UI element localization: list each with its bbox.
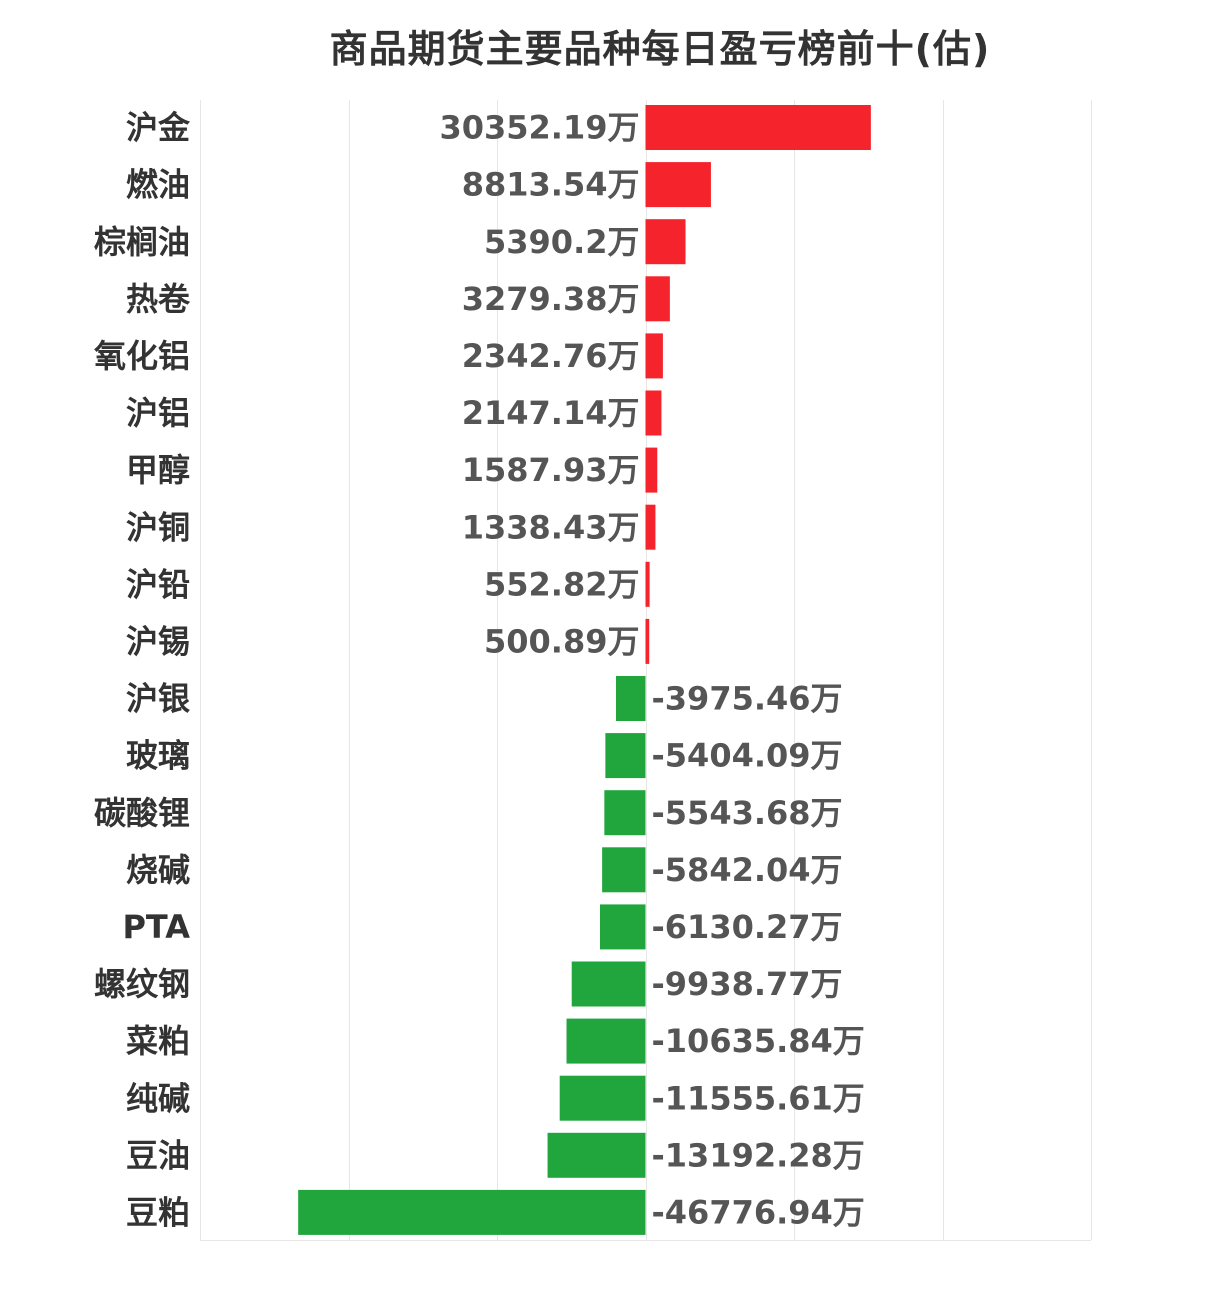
category-label: 甲醇 bbox=[126, 451, 190, 489]
bar bbox=[645, 105, 871, 150]
bar bbox=[604, 790, 646, 836]
bar bbox=[547, 1132, 646, 1178]
value-label: -5543.68万 bbox=[652, 794, 843, 832]
value-label: -10635.84万 bbox=[652, 1022, 865, 1060]
category-label: 棕榈油 bbox=[94, 223, 190, 261]
category-label: 沪铝 bbox=[126, 394, 190, 432]
category-label: 沪金 bbox=[126, 109, 191, 147]
category-label: 沪银 bbox=[126, 680, 190, 718]
bar bbox=[645, 333, 663, 379]
bar bbox=[571, 961, 646, 1007]
value-label: -11555.61万 bbox=[652, 1079, 865, 1117]
bar bbox=[615, 676, 646, 721]
category-label: 豆粕 bbox=[126, 1193, 190, 1231]
value-label: -3975.46万 bbox=[652, 680, 843, 718]
bar bbox=[599, 904, 646, 950]
value-label: -46776.94万 bbox=[652, 1193, 865, 1231]
bar bbox=[645, 162, 711, 208]
category-label: 沪铜 bbox=[126, 508, 190, 546]
value-label: 3279.38万 bbox=[462, 280, 640, 318]
value-label: 500.89万 bbox=[484, 622, 640, 660]
value-label: -5404.09万 bbox=[652, 737, 843, 775]
bar bbox=[605, 733, 646, 779]
value-label: 2342.76万 bbox=[462, 337, 640, 375]
grid-lines bbox=[200, 100, 1092, 1241]
category-label: 碳酸锂 bbox=[94, 794, 190, 832]
value-label: 2147.14万 bbox=[462, 394, 640, 432]
category-label: 菜粕 bbox=[126, 1022, 190, 1060]
value-label: 8813.54万 bbox=[462, 166, 640, 204]
category-label: 氧化铝 bbox=[94, 337, 190, 375]
bar bbox=[645, 390, 662, 436]
chart-title: 商品期货主要品种每日盈亏榜前十(估) bbox=[329, 27, 991, 71]
bar bbox=[645, 219, 686, 265]
category-label: 燃油 bbox=[126, 166, 190, 204]
category-label: 热卷 bbox=[126, 280, 191, 318]
value-label: -13192.28万 bbox=[652, 1136, 865, 1174]
category-label: 纯碱 bbox=[126, 1079, 190, 1117]
bar bbox=[298, 1189, 646, 1235]
bar bbox=[645, 504, 656, 550]
bar bbox=[645, 447, 658, 493]
bar bbox=[602, 847, 646, 893]
category-label: 烧碱 bbox=[126, 851, 190, 889]
value-label: 552.82万 bbox=[484, 565, 640, 603]
category-label: 沪锡 bbox=[126, 622, 190, 660]
bars bbox=[298, 105, 871, 1235]
category-label: 玻璃 bbox=[126, 737, 190, 775]
value-label: 30352.19万 bbox=[439, 109, 639, 147]
category-label: PTA bbox=[122, 908, 190, 946]
bar bbox=[559, 1075, 646, 1121]
value-label: 1338.43万 bbox=[462, 508, 640, 546]
bar bbox=[645, 276, 670, 322]
value-label: -9938.77万 bbox=[652, 965, 843, 1003]
bar bbox=[645, 618, 650, 664]
category-label: 豆油 bbox=[126, 1136, 190, 1174]
category-label: 螺纹钢 bbox=[94, 965, 190, 1003]
category-label: 沪铅 bbox=[126, 565, 190, 603]
bar bbox=[566, 1018, 646, 1064]
bar bbox=[645, 561, 650, 607]
value-label: 1587.93万 bbox=[462, 451, 640, 489]
value-label: -5842.04万 bbox=[652, 851, 843, 889]
value-label: 5390.2万 bbox=[484, 223, 640, 261]
value-label: -6130.27万 bbox=[652, 908, 843, 946]
